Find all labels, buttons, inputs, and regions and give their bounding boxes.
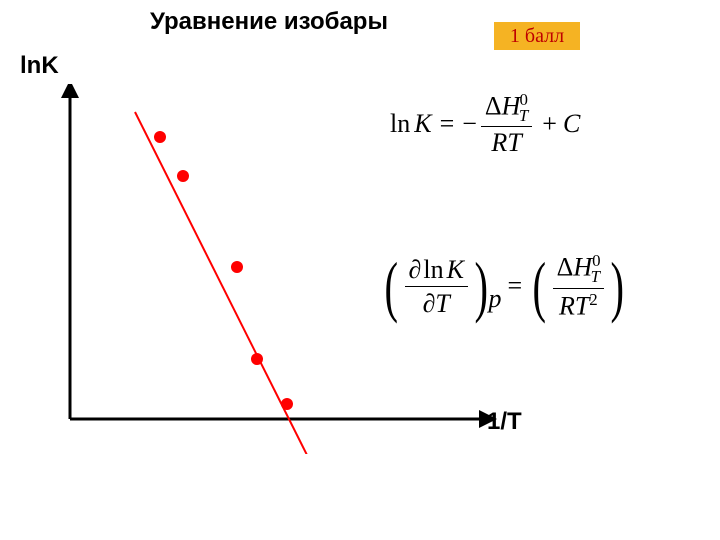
equation-isobar-linear: ln K = − ΔH0T RT + C [390,90,580,158]
eq2-subp: p [488,284,501,314]
eq1-K: K [414,109,431,139]
eq1-fraction: ΔH0T RT [481,90,532,158]
lparen-icon: ( [385,253,399,321]
eq1-ln: ln [390,109,410,139]
eq2-subT: T [591,267,600,286]
eq2-partial2: ∂ [423,289,436,318]
eq1-subT: T [519,106,528,125]
eq1-delta: Δ [485,92,502,121]
rparen-icon: ) [474,253,488,321]
eq2-Tden: T [575,292,589,321]
eq2-delta: Δ [557,253,574,282]
eq1-H: H [502,92,521,121]
eq1-minus: − [462,109,477,139]
page-title: Уравнение изобары [150,8,388,36]
y-axis-label: lnK [20,52,59,80]
equation-isobar-differential: ( ∂lnK ∂T ) p = ( ΔH0T RT2 ) [380,250,629,323]
eq2-sq: 2 [589,290,597,309]
score-badge: 1 балл [494,22,580,50]
eq1-equals: = [440,109,455,139]
eq2-ln: ln [423,255,443,284]
eq2-K: K [447,255,464,284]
eq1-plus: + [542,109,557,139]
lparen2-icon: ( [533,253,547,321]
eq2-right-frac: ΔH0T RT2 [553,250,604,323]
eq2-equals: = [507,271,522,301]
eq2-left-group: ( ∂lnK ∂T ) p [380,253,501,321]
eq2-right-group: ( ΔH0T RT2 ) [528,250,628,323]
eq2-partial1: ∂ [409,255,422,284]
eq2-left-frac: ∂lnK ∂T [405,253,468,320]
eq2-T: T [435,289,449,318]
rparen2-icon: ) [611,253,625,321]
eq2-H: H [573,253,592,282]
eq1-Tden: T [507,128,521,157]
eq2-R: R [559,292,575,321]
eq1-R: R [491,128,507,157]
eq1-C: C [563,109,580,139]
